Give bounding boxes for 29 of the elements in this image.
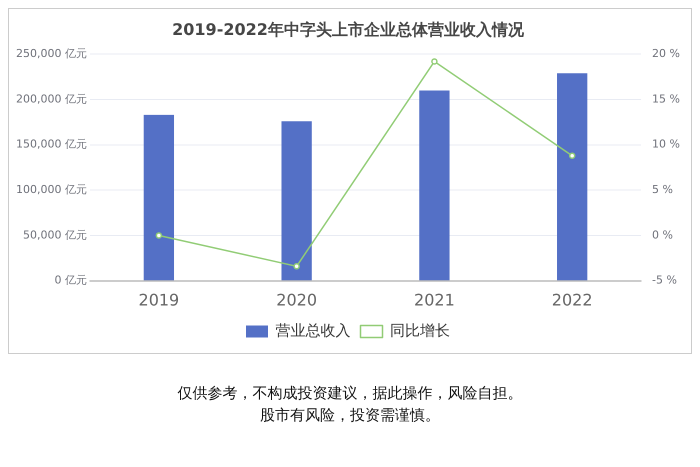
point xyxy=(431,58,438,65)
y2-tick-label: 5 % xyxy=(652,183,674,196)
bar xyxy=(281,121,312,280)
y2-tick-label: 15 % xyxy=(652,92,680,106)
legend-label: 营业总收入 xyxy=(276,321,350,340)
y2-tick-label: 0 % xyxy=(652,228,674,242)
bar xyxy=(419,90,450,280)
chart-title: 2019-2022年中字头上市企业总体营业收入情况 xyxy=(172,20,525,39)
legend-label: 同比增长 xyxy=(390,321,450,340)
y-tick-label: 250,000 亿元 xyxy=(16,47,87,60)
text: 仅供参考，不构成投资建议，据此操作，风险自担。 xyxy=(176,383,524,404)
point xyxy=(293,263,300,270)
y2-tick-label: -5 % xyxy=(652,274,677,287)
y2-tick-label: 10 % xyxy=(652,138,680,151)
y-tick-label: 50,000 亿元 xyxy=(22,228,87,242)
y-tick-label: 100,000 亿元 xyxy=(16,183,87,196)
x-tick-label: 2022 xyxy=(552,290,593,310)
y2-tick-label: 20 % xyxy=(652,47,680,60)
x-tick-label: 2021 xyxy=(414,290,455,310)
point xyxy=(156,232,162,239)
y-tick-label: 0 亿元 xyxy=(54,274,87,287)
text: 股市有风险，投资需谨慎。 xyxy=(259,405,441,426)
x-tick-label: 2019 xyxy=(138,290,180,310)
bar xyxy=(557,73,588,280)
bar xyxy=(144,114,174,280)
x-tick-label: 2020 xyxy=(276,290,317,310)
point xyxy=(568,152,576,159)
y-tick-label: 150,000 亿元 xyxy=(16,138,87,151)
y-tick-label: 200,000 亿元 xyxy=(16,92,87,106)
